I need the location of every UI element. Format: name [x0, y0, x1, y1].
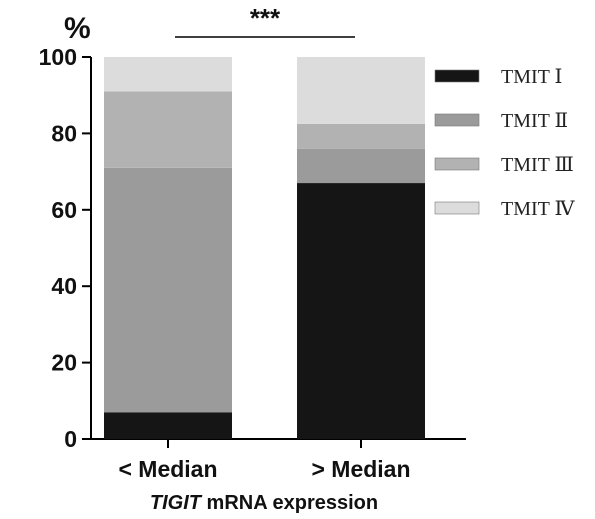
y-tick-label: 20 — [51, 350, 77, 376]
x-axis-label-rest: mRNA expression — [201, 492, 378, 514]
legend-swatch-3 — [434, 157, 480, 171]
category-label: > Median — [311, 456, 410, 482]
legend-swatch-1 — [434, 69, 480, 83]
y-tick-label: 100 — [39, 44, 77, 70]
bar-segment-2-2 — [297, 148, 425, 184]
y-axis-label: % — [64, 12, 91, 45]
legend-label-2: TMIT Ⅱ — [501, 110, 568, 132]
bar-segment-2-4 — [297, 57, 425, 124]
bar-segment-2-1 — [297, 183, 425, 439]
legend-label-3: TMIT Ⅲ — [501, 154, 574, 176]
significance-marker: *** — [250, 3, 281, 33]
category-label: < Median — [118, 456, 217, 482]
legend-label-1: TMIT Ⅰ — [501, 66, 562, 88]
bars — [104, 57, 425, 439]
bar-segment-1-4 — [104, 57, 232, 92]
labels: % < Median > Median TIGIT mRNA expression **… — [64, 3, 411, 514]
bar-segment-1-1 — [104, 412, 232, 439]
legend-swatch-2 — [434, 113, 480, 127]
y-tick-label: 0 — [64, 426, 77, 452]
legend: TMIT Ⅰ TMIT Ⅱ TMIT Ⅲ TMIT Ⅳ — [434, 66, 576, 220]
x-axis-label-italic: TIGIT — [150, 492, 203, 514]
bar-segment-2-3 — [297, 123, 425, 149]
x-axis-label: TIGIT mRNA expression — [150, 492, 378, 514]
y-tick-label: 80 — [51, 120, 77, 146]
y-tick-label: 60 — [51, 197, 77, 223]
legend-swatch-4 — [434, 201, 480, 215]
legend-label-4: TMIT Ⅳ — [501, 198, 576, 220]
bar-segment-1-3 — [104, 91, 232, 168]
y-tick-label: 40 — [51, 273, 77, 299]
bar-segment-1-2 — [104, 167, 232, 413]
